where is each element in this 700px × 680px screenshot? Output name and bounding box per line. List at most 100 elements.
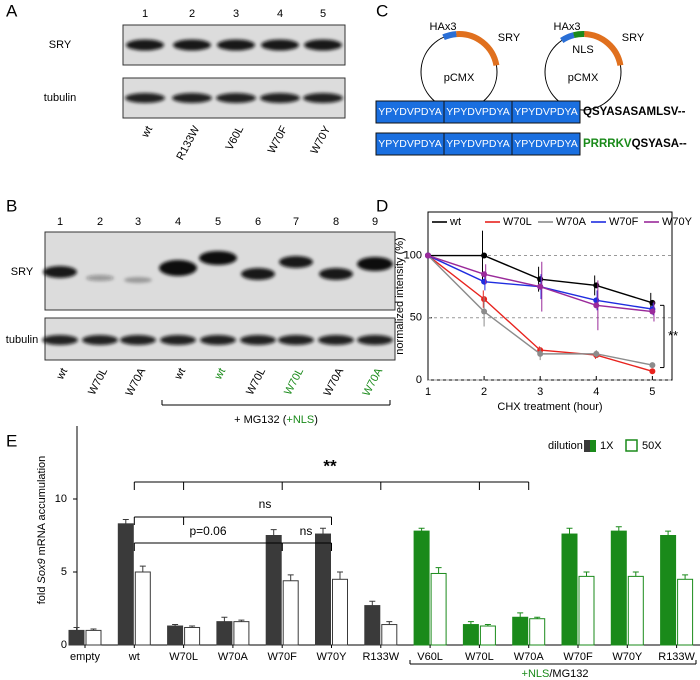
tag-label: YPYDVPDYA	[446, 106, 509, 118]
band	[173, 39, 211, 51]
legend-swatch	[625, 439, 638, 452]
band	[216, 93, 256, 103]
lane-number: 6	[255, 216, 261, 228]
bar	[512, 616, 529, 646]
bar	[117, 523, 134, 646]
legend-title: dilution	[548, 440, 583, 452]
bar	[233, 621, 250, 646]
tag-label: YPYDVPDYA	[446, 138, 509, 150]
data-point	[481, 271, 488, 278]
legend-label: 50X	[642, 440, 662, 452]
lane-number: 1	[57, 216, 63, 228]
x-tick-label: W70Y	[317, 651, 348, 663]
bar	[479, 625, 496, 646]
error-bar	[615, 526, 622, 532]
error-bar	[270, 529, 277, 536]
plasmid-label: NLS	[572, 44, 593, 56]
error-bar	[238, 619, 245, 622]
bracket-label: + MG132 (+NLS)	[234, 414, 318, 426]
x-tick-label: W70F	[268, 651, 298, 663]
lane-number: 5	[320, 8, 326, 20]
lane-label: wt	[212, 366, 228, 382]
error-bar	[122, 518, 129, 524]
error-bar	[566, 527, 573, 535]
error-bar	[517, 612, 524, 618]
band	[199, 251, 237, 265]
row-label: tubulin	[6, 334, 38, 346]
bar	[167, 625, 184, 646]
band	[120, 335, 156, 345]
bar	[660, 535, 677, 646]
lane-number: 7	[293, 216, 299, 228]
bracket-label-part: )	[314, 414, 318, 426]
band	[261, 39, 299, 51]
lane-label: wt	[54, 366, 70, 382]
plasmid-label: HAx3	[430, 21, 457, 33]
band	[319, 268, 353, 280]
lane-label: R133W	[174, 124, 202, 163]
lane-number: 2	[97, 216, 103, 228]
panel-label: E	[6, 431, 17, 450]
error-bar	[632, 571, 639, 577]
lane-number: 1	[142, 8, 148, 20]
sequence-part: QSYASA--	[632, 138, 687, 150]
lane-number: 4	[277, 8, 283, 20]
error-bar	[418, 527, 425, 532]
annotation: **	[323, 456, 337, 475]
group-label: +NLS/MG132	[522, 668, 589, 680]
bar	[134, 571, 151, 646]
y-tick-label: 50	[410, 312, 422, 324]
plot-frame	[427, 211, 673, 381]
plasmid-segment	[456, 31, 500, 67]
lane-number: 9	[372, 216, 378, 228]
data-point	[425, 252, 431, 259]
tag-label: YPYDVPDYA	[378, 106, 441, 118]
panel-label: D	[376, 196, 388, 215]
annotation: **	[668, 328, 678, 343]
bar	[578, 575, 595, 646]
band	[357, 257, 393, 271]
error-bar	[534, 616, 541, 619]
legend-label: W70Y	[662, 216, 693, 228]
x-tick-label: W70Y	[612, 651, 643, 663]
lane-number: 2	[189, 8, 195, 20]
x-tick-label: W70F	[563, 651, 593, 663]
lane-label: W70A	[124, 366, 149, 399]
data-point	[593, 350, 600, 357]
sequence: QSYASASAMLSV--	[583, 106, 686, 118]
lane-number: 8	[333, 216, 339, 228]
x-tick-label: V60L	[417, 651, 443, 663]
bar	[413, 530, 430, 646]
bar	[381, 624, 398, 646]
y-tick-label: 10	[55, 493, 67, 505]
legend-label: 1X	[600, 440, 614, 452]
band	[43, 266, 77, 278]
band	[86, 275, 114, 281]
error-bar	[467, 621, 474, 625]
error-bar	[435, 567, 442, 574]
error-bar	[90, 628, 97, 631]
sequence-part: QSYASASAMLSV--	[583, 106, 686, 118]
band	[240, 335, 276, 345]
bar	[184, 626, 201, 646]
band	[260, 93, 300, 103]
tag-label: YPYDVPDYA	[378, 138, 441, 150]
plasmid-segment	[442, 31, 457, 41]
annotation: ns	[300, 524, 313, 538]
band	[278, 335, 314, 345]
band	[357, 335, 393, 345]
group-label-part: +NLS	[522, 668, 550, 680]
lane-label: W70A	[322, 366, 347, 399]
legend-label: wt	[449, 216, 461, 228]
y-tick-label: 0	[61, 639, 67, 651]
row-label: SRY	[49, 39, 72, 51]
sequence-part: PRRRKV	[583, 138, 632, 150]
y-axis-label: fold Sox9 mRNA accumulation	[36, 456, 48, 605]
group-label-part: /MG132	[549, 668, 588, 680]
x-tick-label: R133W	[362, 651, 399, 663]
legend-label: W70F	[609, 216, 639, 228]
error-bar	[386, 621, 393, 625]
lane-label: W70Y	[309, 124, 334, 157]
